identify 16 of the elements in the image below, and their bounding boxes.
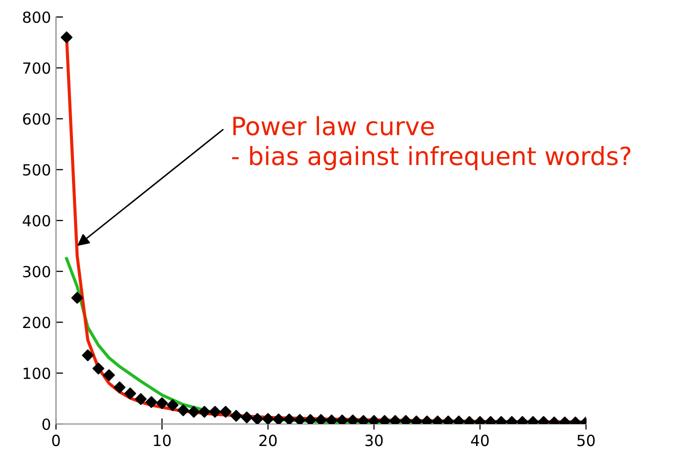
y-tick-label: 200 [23, 316, 50, 328]
x-tick-label: 0 [52, 434, 60, 446]
y-tick-label: 500 [23, 164, 50, 176]
x-tick-label: 40 [471, 434, 489, 446]
annotation: Power law curve - bias against infrequent words? [232, 116, 630, 170]
x-tick-label: 30 [365, 434, 383, 446]
y-tick-label: 100 [24, 368, 50, 380]
y-tick-label: 600 [23, 113, 50, 125]
x-tick-label: 50 [577, 434, 595, 446]
y-tick-label: 0 [42, 418, 50, 430]
x-tick-label: 10 [154, 434, 171, 446]
y-tick-label: 400 [22, 214, 50, 227]
x-tick-label: 20 [259, 434, 277, 446]
y-tick-label: 700 [23, 62, 50, 74]
y-tick-label: 800 [23, 11, 50, 24]
y-tick-label: 300 [23, 266, 50, 278]
